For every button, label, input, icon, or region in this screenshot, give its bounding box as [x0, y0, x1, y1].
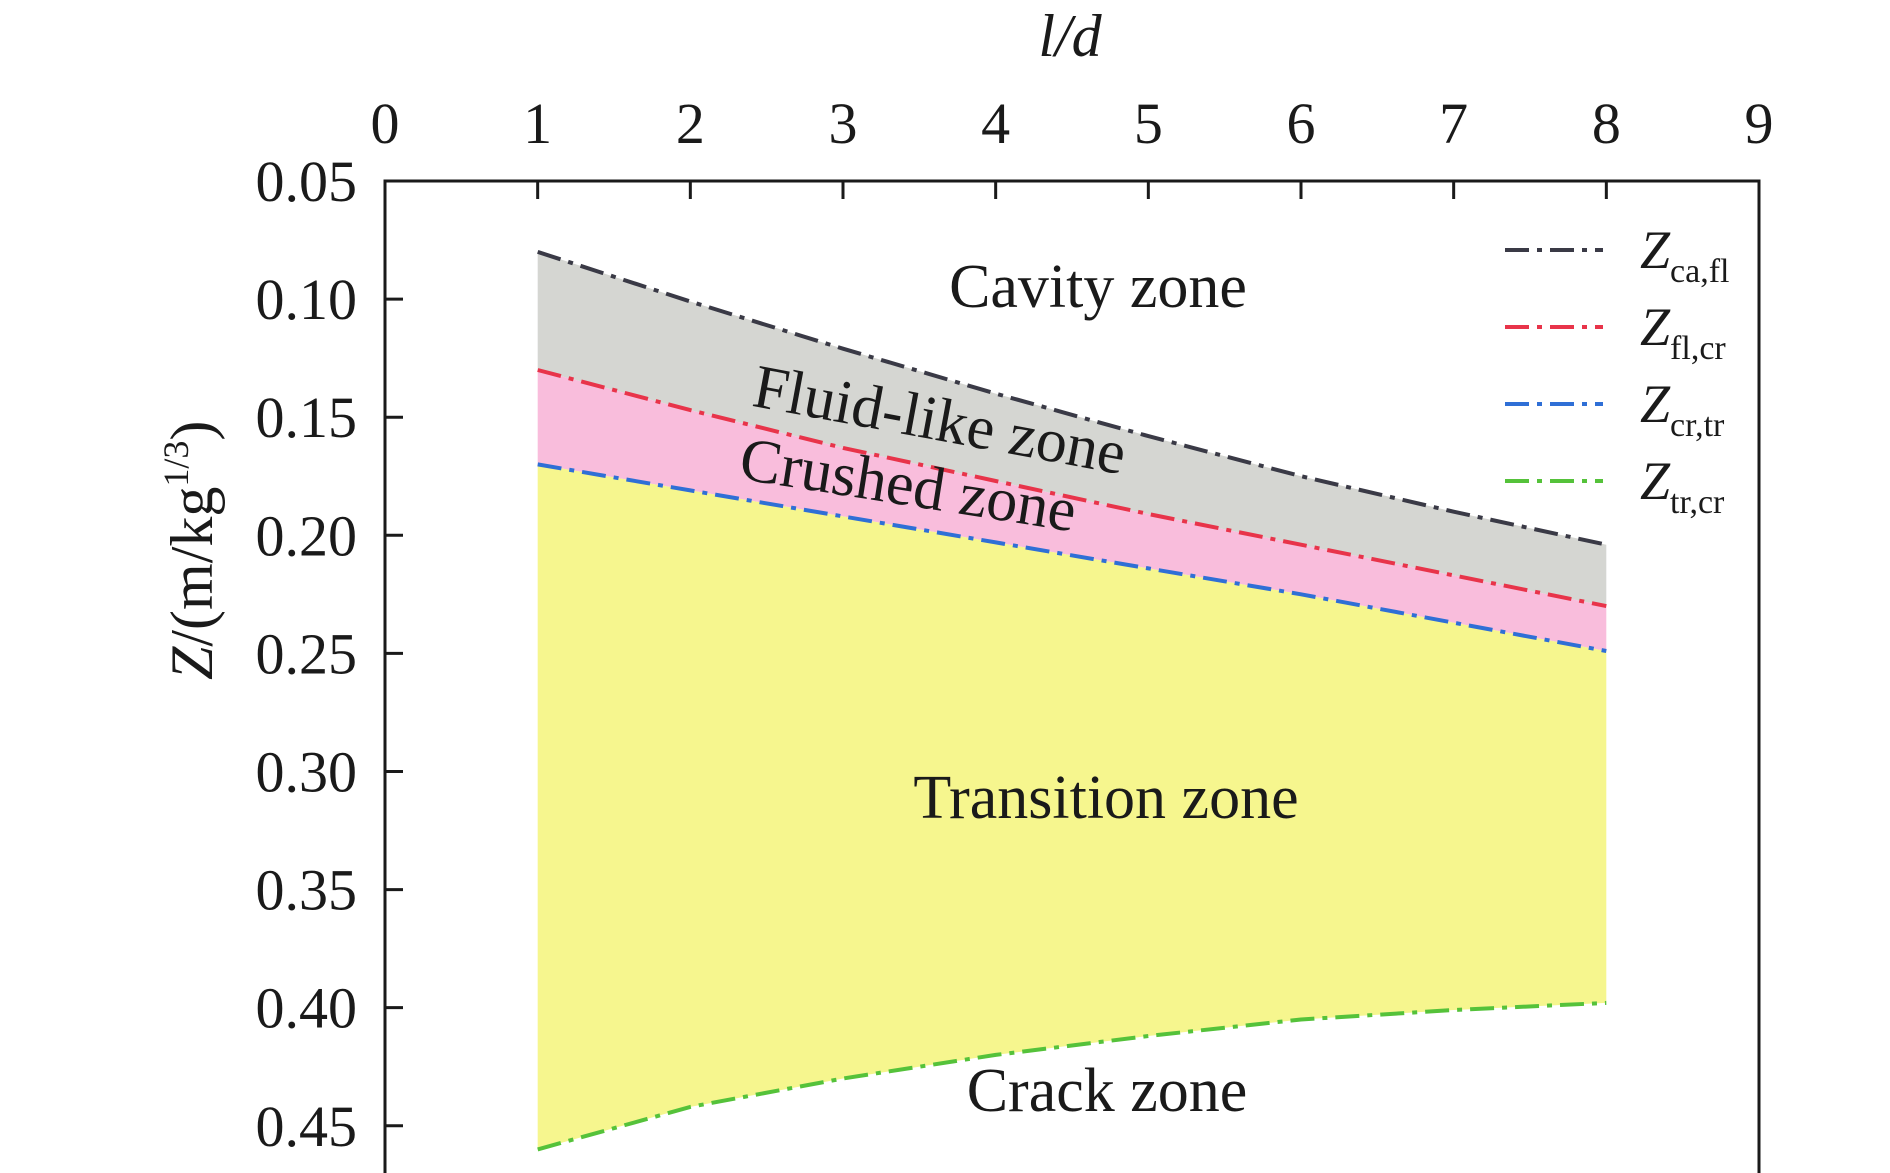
y-tick-label: 0.30	[256, 739, 358, 804]
legend-entry: Zca,fl	[1640, 220, 1730, 290]
x-tick-label: 8	[1592, 91, 1621, 156]
y-axis-title: Z/(m/kg1/3)	[156, 421, 225, 680]
x-axis: 0 1 2 3 4 5 6 7 8 9	[371, 91, 1774, 199]
x-tick-label: 7	[1439, 91, 1468, 156]
y-tick-label: 0.35	[256, 858, 358, 923]
y-axis: 0.05 0.10 0.15 0.20 0.25 0.30 0.35 0.40 0.45	[256, 149, 403, 1159]
zone-fills	[537, 251, 1607, 1150]
x-tick-label: 3	[829, 91, 858, 156]
series-line-fl-cr	[537, 368, 1607, 609]
zone-fill-transition	[537, 464, 1607, 1150]
zone-label-transition: Transition zone	[913, 764, 1298, 832]
y-tick-label: 0.10	[256, 267, 358, 332]
y-tick-label: 0.40	[256, 976, 358, 1041]
series-line-cr-tr	[537, 462, 1607, 653]
series-line-tr-cr	[537, 1000, 1607, 1152]
y-tick-label: 0.45	[256, 1094, 358, 1159]
legend-entry: Ztr,cr	[1640, 451, 1725, 521]
legend-entry: Zfl,cr	[1640, 297, 1726, 367]
x-axis-title: l/d	[1038, 3, 1102, 69]
boundary-lines	[537, 249, 1607, 1152]
x-tick-label: 5	[1134, 91, 1163, 156]
plot-frame	[383, 179, 1761, 1173]
zone-label-crack: Crack zone	[967, 1057, 1248, 1125]
x-tick-label: 0	[371, 91, 400, 156]
zone-fill-fluid-like	[537, 251, 1607, 607]
x-tick-label: 9	[1745, 91, 1774, 156]
legend-entry: Zcr,tr	[1640, 374, 1725, 444]
zone-label-cavity: Cavity zone	[949, 253, 1247, 321]
y-tick-label: 0.15	[256, 385, 358, 450]
y-tick-label: 0.25	[256, 621, 358, 686]
x-tick-label: 1	[523, 91, 552, 156]
x-tick-label: 6	[1287, 91, 1316, 156]
x-tick-label: 2	[676, 91, 705, 156]
y-tick-label: 0.05	[256, 149, 358, 214]
x-tick-label: 4	[981, 91, 1010, 156]
series-line-ca-fl	[537, 249, 1607, 547]
y-tick-label: 0.20	[256, 503, 358, 568]
